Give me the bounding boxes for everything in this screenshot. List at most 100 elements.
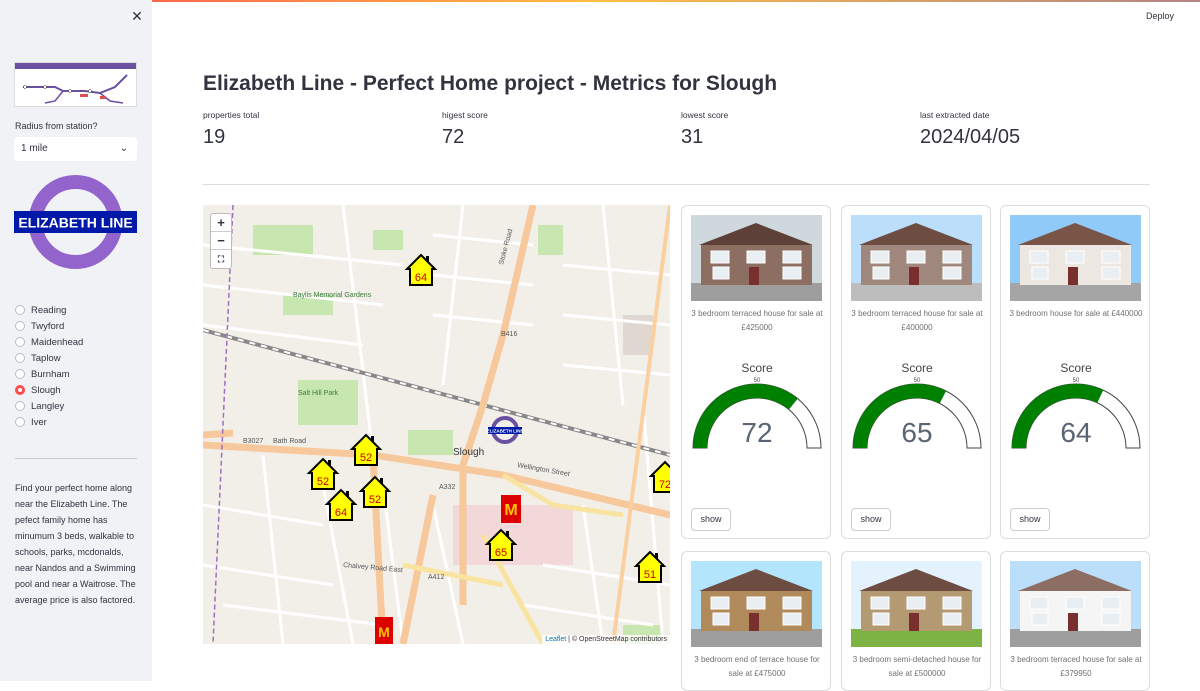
map-road-label: B416 xyxy=(501,331,517,338)
house-marker[interactable]: 64 xyxy=(404,253,438,286)
metric-highest-score: higest score 72 xyxy=(442,110,488,149)
gauge-value: 72 xyxy=(741,417,772,448)
station-label: Twyford xyxy=(31,320,65,332)
sidebar: ✕ Radius from station? 1 mile ⌄ ELIZABET… xyxy=(0,0,152,681)
station-label: Slough xyxy=(31,384,61,396)
radio-button[interactable] xyxy=(15,337,25,347)
gauge-value: 65 xyxy=(901,417,932,448)
score-gauge: Score 50 64 xyxy=(1007,356,1145,466)
house-marker-score: 64 xyxy=(335,507,347,519)
map-road-label: Wellington Street xyxy=(517,462,571,478)
house-marker-score: 52 xyxy=(369,494,381,506)
deploy-button[interactable]: Deploy xyxy=(1146,11,1175,21)
gauge-title: Score xyxy=(1060,361,1092,375)
station-radio-maidenhead[interactable]: Maidenhead xyxy=(15,334,83,350)
station-radio-burnham[interactable]: Burnham xyxy=(15,366,83,382)
property-photo xyxy=(1010,215,1141,301)
property-card: 3 bedroom house for sale at £440000 Scor… xyxy=(1000,205,1150,539)
gauge-mid-tick: 50 xyxy=(754,378,761,384)
score-gauge: Score 50 72 xyxy=(688,356,826,466)
station-radio-reading[interactable]: Reading xyxy=(15,302,83,318)
page-title: Elizabeth Line - Perfect Home project - … xyxy=(203,72,778,95)
property-map[interactable]: ELIZABETH LINE Bath Road Wellington Stre… xyxy=(203,205,670,644)
map-station-label: ELIZABETH LINE xyxy=(487,429,524,434)
house-marker[interactable]: 64 xyxy=(324,488,358,521)
property-card: 3 bedroom end of terrace house for sale … xyxy=(681,551,831,691)
map-zoom-control: + − ⛶ xyxy=(210,213,232,269)
house-marker[interactable]: 51 xyxy=(633,550,667,583)
gauge-title: Score xyxy=(901,361,933,375)
main-divider xyxy=(203,184,1150,185)
radio-button[interactable] xyxy=(15,321,25,331)
station-radio-langley[interactable]: Langley xyxy=(15,398,83,414)
house-marker[interactable]: 65 xyxy=(484,528,518,561)
metric-label: higest score xyxy=(442,110,488,120)
fullscreen-icon[interactable]: ⛶ xyxy=(217,254,225,264)
close-icon[interactable]: ✕ xyxy=(131,8,143,24)
show-button[interactable]: show xyxy=(851,508,891,531)
house-marker[interactable]: 52 xyxy=(349,433,383,466)
radius-select[interactable]: 1 mile ⌄ xyxy=(14,137,137,161)
map-road-label: B3027 xyxy=(243,438,263,445)
station-radio-twyford[interactable]: Twyford xyxy=(15,318,83,334)
map-road-label: A332 xyxy=(439,484,455,491)
station-label: Taplow xyxy=(31,352,61,364)
radio-button[interactable] xyxy=(15,305,25,315)
property-description: 3 bedroom terraced house for sale at £42… xyxy=(691,309,823,332)
house-marker-score: 51 xyxy=(644,569,656,581)
leaflet-link[interactable]: Leaflet xyxy=(545,636,567,643)
property-photo xyxy=(851,561,982,647)
property-card: 3 bedroom terraced house for sale at £42… xyxy=(681,205,831,539)
house-marker[interactable]: 52 xyxy=(306,457,340,490)
metric-value: 31 xyxy=(681,126,704,148)
radio-button[interactable] xyxy=(15,369,25,379)
radio-button[interactable] xyxy=(15,417,25,427)
property-photo xyxy=(851,215,982,301)
radio-button[interactable] xyxy=(15,401,25,411)
house-marker-score: 52 xyxy=(317,476,329,488)
show-button[interactable]: show xyxy=(691,508,731,531)
gauge-fill xyxy=(693,384,798,448)
map-park-label: Salt Hill Park xyxy=(298,390,339,397)
elizabeth-line-logo: ELIZABETH LINE xyxy=(14,172,137,272)
gauge-title: Score xyxy=(741,361,773,375)
score-gauge: Score 50 65 xyxy=(848,356,986,466)
station-label: Maidenhead xyxy=(31,336,84,348)
station-radio-iver[interactable]: Iver xyxy=(15,414,83,430)
gauge-mid-tick: 50 xyxy=(1073,378,1080,384)
radio-button[interactable] xyxy=(15,385,25,395)
sidebar-divider xyxy=(15,458,137,459)
house-marker-score: 52 xyxy=(360,452,372,464)
gauge-mid-tick: 50 xyxy=(914,378,921,384)
station-label: Langley xyxy=(31,400,65,412)
property-description: 3 bedroom end of terrace house for sale … xyxy=(694,655,820,678)
metric-label: properties total xyxy=(203,110,260,120)
osm-attribution[interactable]: © OpenStreetMap contributors xyxy=(571,636,667,643)
house-marker-score: 72 xyxy=(659,479,670,491)
metric-value: 2024/04/05 xyxy=(920,126,1021,148)
property-card: 3 bedroom terraced house for sale at £40… xyxy=(841,205,991,539)
chevron-down-icon: ⌄ xyxy=(119,143,128,154)
station-radio-taplow[interactable]: Taplow xyxy=(15,350,83,366)
metric-label: lowest score xyxy=(681,110,729,120)
zoom-in-button[interactable]: + xyxy=(211,214,231,232)
station-radio-group: Reading Twyford Maidenhead Taplow Burnham Slo… xyxy=(15,302,83,430)
logo-text: ELIZABETH LINE xyxy=(18,215,132,231)
station-radio-slough[interactable]: Slough xyxy=(15,382,83,398)
show-button[interactable]: show xyxy=(1010,508,1050,531)
metric-label: last extracted date xyxy=(920,110,990,120)
gauge-fill xyxy=(1012,384,1104,448)
gauge-fill xyxy=(853,383,947,448)
house-marker-score: 65 xyxy=(495,547,507,559)
svg-text:M: M xyxy=(504,502,517,519)
zoom-out-button[interactable]: − xyxy=(211,232,231,250)
metric-lowest-score: lowest score 31 xyxy=(681,110,728,149)
radius-select-value: 1 mile xyxy=(21,143,48,154)
house-marker[interactable]: 52 xyxy=(358,475,392,508)
radio-button[interactable] xyxy=(15,353,25,363)
map-park-label: Baylis Memorial Gardens xyxy=(293,292,372,299)
property-description: 3 bedroom house for sale at £440000 xyxy=(1009,309,1143,318)
metric-properties-total: properties total 19 xyxy=(203,110,259,149)
house-marker[interactable]: 72 xyxy=(648,460,670,493)
radius-label: Radius from station? xyxy=(15,121,98,131)
